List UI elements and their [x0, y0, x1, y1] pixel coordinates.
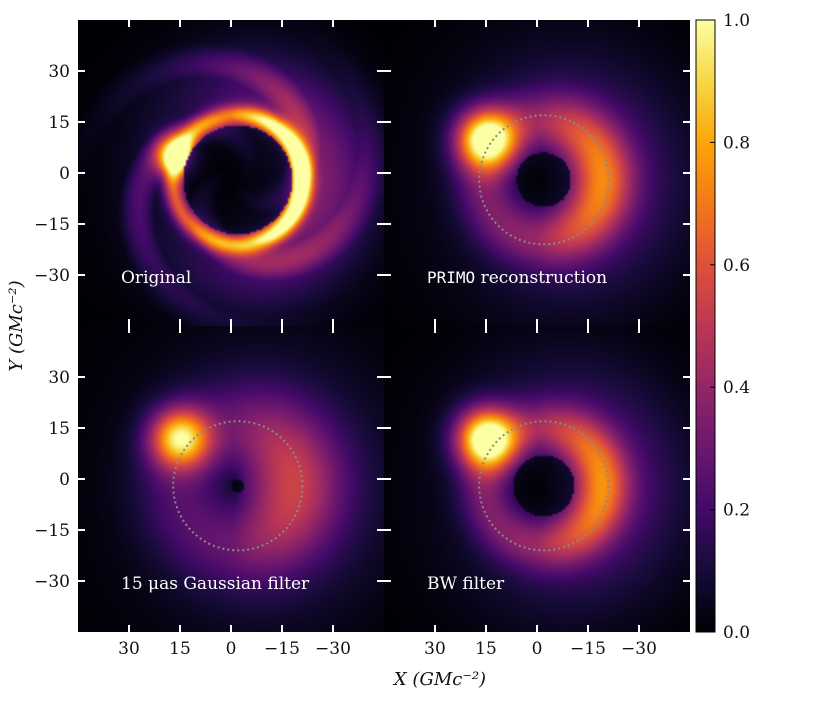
panel-original: Original — [78, 20, 384, 326]
panel-overlays — [78, 20, 690, 632]
panel-original-image — [78, 20, 384, 326]
panel-gaussian-image — [78, 326, 384, 632]
x-axis-title: X (GMc⁻²) — [392, 669, 486, 690]
panel-original-canvas — [78, 20, 384, 326]
colorbar-tick-label: 0.4 — [723, 378, 750, 398]
y-tick-label: 0 — [59, 470, 70, 490]
y-tick-label: 30 — [48, 62, 70, 82]
x-tick-label: 15 — [169, 639, 191, 659]
colorbar-tick-label: 0.8 — [723, 133, 750, 153]
panel-primo-canvas — [384, 20, 690, 326]
panel-bw: BW filter — [384, 326, 690, 632]
y-tick-label: −30 — [34, 572, 70, 592]
colorbar-ticks: 0.0 0.2 0.4 0.6 0.8 1.0 — [710, 11, 750, 643]
x-tick-label: −15 — [264, 639, 300, 659]
x-tick-label: −30 — [621, 639, 657, 659]
y-tick-label: 15 — [48, 419, 70, 439]
colorbar: 0.0 0.2 0.4 0.6 0.8 1.0 — [695, 11, 750, 643]
x-tick-label: −30 — [315, 639, 351, 659]
y-tick-label: −15 — [34, 521, 70, 541]
reference-circle — [478, 420, 610, 552]
x-tick-labels: 30 15 0 −15 −30 30 15 0 −15 −30 — [118, 639, 657, 659]
colorbar-tick-label: 0.2 — [723, 501, 750, 521]
reference-circle — [478, 114, 610, 246]
panel-label-primo-rest: reconstruction — [475, 268, 607, 288]
colorbar-bar — [695, 19, 716, 633]
y-axis-title: Y (GMc⁻²) — [6, 280, 27, 371]
y-tick-labels: 30 15 0 −15 −30 30 15 0 −15 −30 — [34, 62, 70, 592]
y-tick-label: 15 — [48, 113, 70, 133]
panel-gaussian: 15 μas Gaussian filter — [78, 326, 384, 632]
panel-primo: PRIMO reconstruction — [384, 20, 690, 326]
panel-label-primo-mono: PRIMO — [427, 268, 475, 287]
panel-label-primo: PRIMO reconstruction — [427, 268, 607, 288]
y-tick-label: 0 — [59, 164, 70, 184]
x-tick-label: 0 — [532, 639, 543, 659]
colorbar-tick-label: 0.0 — [723, 623, 750, 643]
x-tick-label: 30 — [424, 639, 446, 659]
colorbar-tick-label: 0.6 — [723, 256, 750, 276]
panel-gaussian-canvas — [78, 326, 384, 632]
y-tick-label: −30 — [34, 266, 70, 286]
panel-primo-image — [384, 20, 690, 326]
x-tick-label: 0 — [226, 639, 237, 659]
reference-circle — [172, 420, 304, 552]
x-tick-label: 30 — [118, 639, 140, 659]
x-tick-label: −15 — [570, 639, 606, 659]
panel-label-bw: BW filter — [427, 574, 505, 594]
y-tick-label: 30 — [48, 368, 70, 388]
panel-label-original: Original — [121, 268, 191, 288]
y-tick-label: −15 — [34, 215, 70, 235]
x-tick-label: 15 — [475, 639, 497, 659]
panel-bw-image — [384, 326, 690, 632]
colorbar-tick-label: 1.0 — [723, 11, 750, 31]
panel-label-gaussian: 15 μas Gaussian filter — [121, 574, 310, 594]
panel-bw-canvas — [384, 326, 690, 632]
